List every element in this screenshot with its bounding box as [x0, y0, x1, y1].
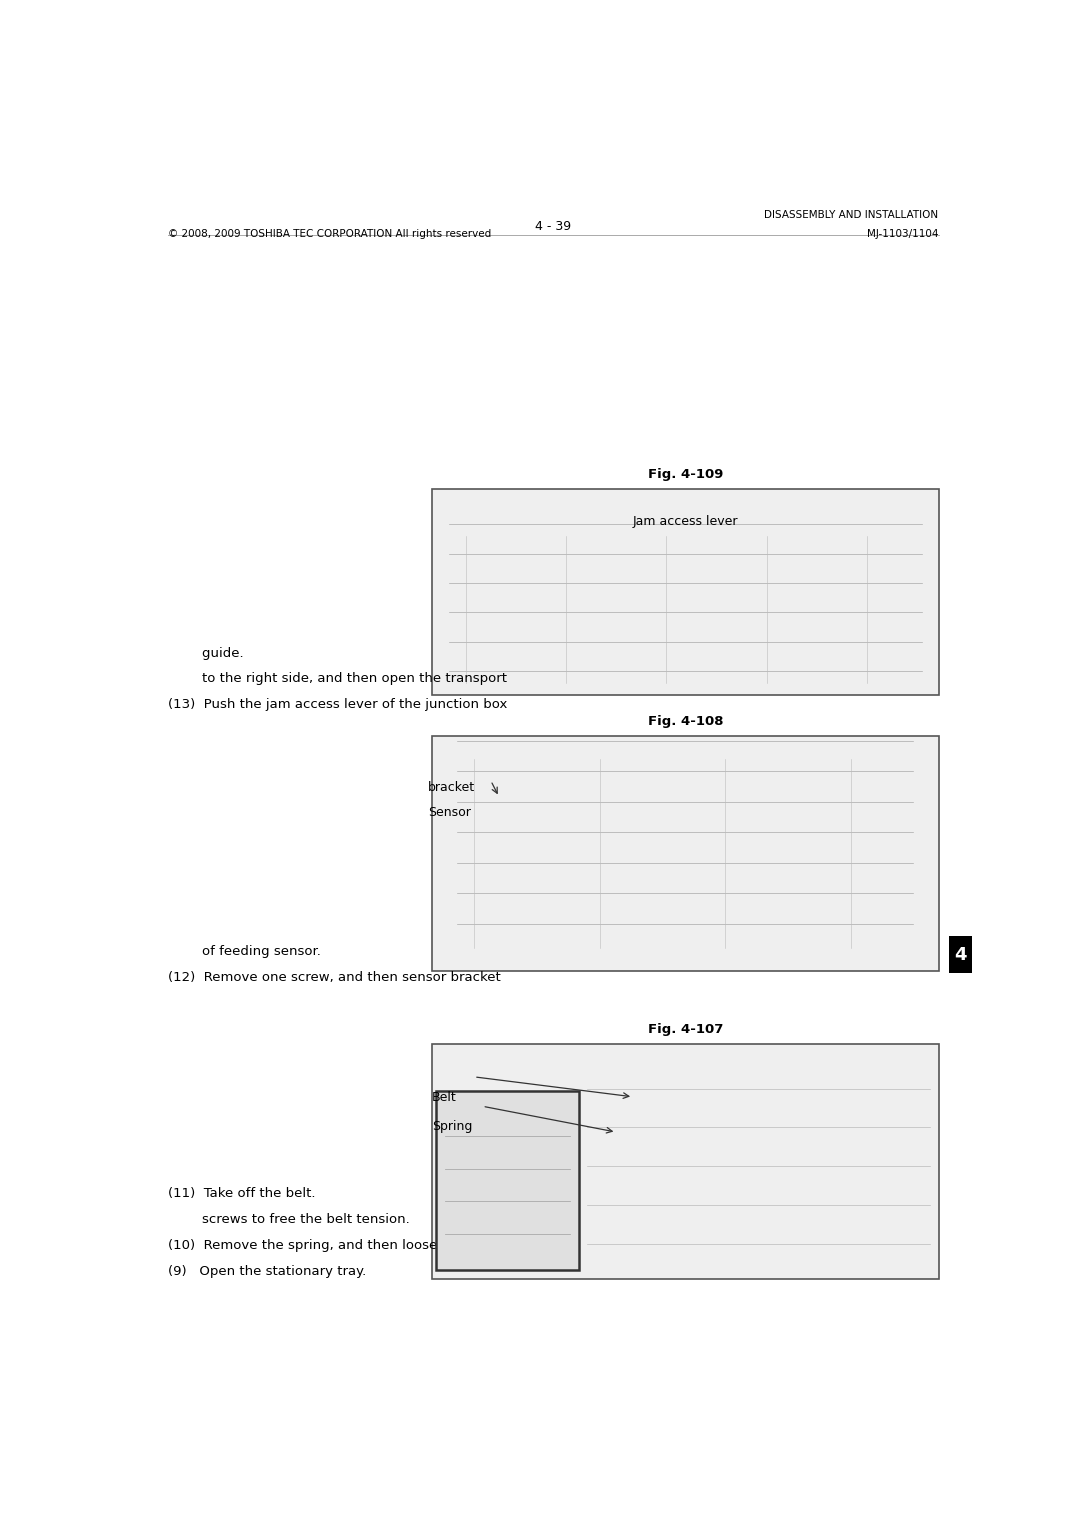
Text: 4 - 39: 4 - 39 [536, 220, 571, 232]
Text: screws to free the belt tension.: screws to free the belt tension. [168, 1214, 410, 1226]
Bar [432, 1044, 939, 1280]
Text: Fig. 4-108: Fig. 4-108 [648, 715, 724, 728]
Bar [432, 736, 939, 971]
Bar [948, 936, 972, 973]
Bar [432, 489, 939, 695]
Text: (13)  Push the jam access lever of the junction box: (13) Push the jam access lever of the ju… [168, 698, 508, 712]
Text: MJ-1103/1104: MJ-1103/1104 [867, 229, 939, 240]
Text: © 2008, 2009 TOSHIBA TEC CORPORATION All rights reserved: © 2008, 2009 TOSHIBA TEC CORPORATION All… [168, 229, 491, 240]
Text: Sensor: Sensor [428, 806, 471, 820]
Text: Belt: Belt [432, 1090, 457, 1104]
Text: Fig. 4-107: Fig. 4-107 [648, 1023, 723, 1035]
Text: (11)  Take off the belt.: (11) Take off the belt. [168, 1188, 316, 1200]
Text: Fig. 4-109: Fig. 4-109 [648, 467, 723, 481]
Text: to the right side, and then open the transport: to the right side, and then open the tra… [168, 672, 508, 686]
Text: bracket: bracket [428, 780, 475, 794]
Text: Jam access lever: Jam access lever [633, 515, 738, 528]
Text: guide.: guide. [168, 646, 244, 660]
Text: 4: 4 [954, 945, 967, 964]
Bar [436, 1090, 579, 1269]
Text: (12)  Remove one screw, and then sensor bracket: (12) Remove one screw, and then sensor b… [168, 971, 501, 983]
Text: DISASSEMBLY AND INSTALLATION: DISASSEMBLY AND INSTALLATION [765, 211, 939, 220]
Text: (9)   Open the stationary tray.: (9) Open the stationary tray. [168, 1264, 367, 1278]
Text: of feeding sensor.: of feeding sensor. [168, 945, 322, 957]
Text: Spring: Spring [432, 1121, 473, 1133]
Text: (10)  Remove the spring, and then loosen 2: (10) Remove the spring, and then loosen … [168, 1238, 459, 1252]
